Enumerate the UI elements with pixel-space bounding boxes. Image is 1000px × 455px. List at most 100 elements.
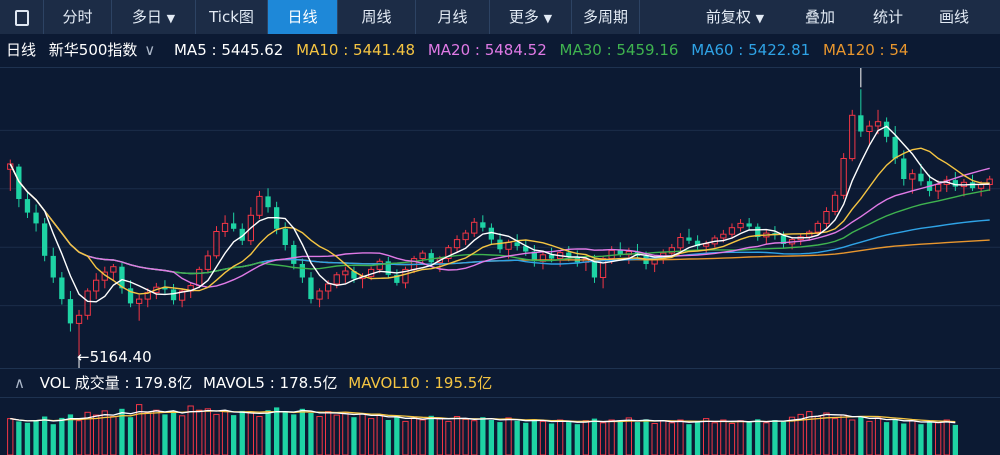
tab-daily[interactable]: 日线 bbox=[268, 0, 338, 34]
sidebar-toggle-button[interactable] bbox=[0, 0, 44, 34]
volume-bar bbox=[634, 422, 641, 455]
ma60-value: MA60 : 5422.81 bbox=[691, 41, 811, 59]
volume-bar bbox=[16, 421, 22, 455]
chevron-up-icon[interactable]: ∧ bbox=[14, 374, 25, 392]
candle bbox=[866, 120, 873, 145]
tab-multi-period[interactable]: 多周期 bbox=[572, 0, 640, 34]
volume-chart[interactable] bbox=[0, 397, 1000, 455]
period-toolbar: 分时 多日 ▼ Tick图 日线 周线 月线 更多 ▼ 多周期 前复权 ▼ 叠加… bbox=[0, 0, 1000, 35]
volume-bar bbox=[737, 420, 744, 455]
candle bbox=[901, 150, 907, 186]
tab-tick[interactable]: Tick图 bbox=[196, 0, 268, 34]
volume-bar bbox=[926, 421, 933, 455]
volume-bar bbox=[204, 408, 211, 455]
ma5-line bbox=[9, 125, 990, 303]
candle bbox=[308, 272, 314, 304]
volume-bar bbox=[59, 417, 65, 455]
volume-bar bbox=[410, 417, 418, 455]
low-annotation: ←5164.40 bbox=[77, 348, 152, 366]
volume-bar bbox=[368, 418, 375, 455]
volume-bar bbox=[239, 410, 245, 455]
volume-bar bbox=[471, 420, 478, 455]
volume-bar bbox=[557, 419, 564, 455]
candle bbox=[33, 204, 39, 232]
candle bbox=[969, 174, 976, 191]
volume-bar bbox=[274, 407, 280, 455]
volume-bar bbox=[772, 420, 778, 455]
volume-bar bbox=[651, 423, 658, 455]
volume-bar bbox=[892, 419, 898, 455]
candle bbox=[93, 273, 100, 300]
candle bbox=[16, 163, 22, 208]
draw-line-button[interactable]: 画线 bbox=[938, 8, 969, 26]
volume-bar bbox=[703, 418, 710, 455]
candle bbox=[136, 294, 143, 321]
volume-bar bbox=[952, 424, 958, 455]
candle bbox=[883, 117, 890, 143]
volume-bar bbox=[755, 419, 761, 455]
chevron-down-icon[interactable]: ∨ bbox=[144, 41, 156, 59]
tab-weekly[interactable]: 周线 bbox=[338, 0, 416, 34]
volume-bar bbox=[943, 419, 950, 455]
ma20-value: MA20 : 5484.52 bbox=[427, 41, 547, 59]
volume-bar bbox=[376, 414, 383, 455]
volume-bar bbox=[840, 414, 847, 455]
volume-bar bbox=[780, 421, 787, 455]
volume-bar bbox=[711, 422, 718, 455]
volume-bar bbox=[50, 424, 56, 455]
candle bbox=[42, 218, 48, 262]
candle bbox=[101, 266, 108, 289]
dropdown-arrow-icon: ▼ bbox=[166, 12, 176, 25]
volume-bar bbox=[453, 416, 461, 455]
candlestick-chart[interactable]: ←5664.45←5164.40 bbox=[0, 68, 1000, 368]
ma5-value: MA5 : 5445.62 bbox=[173, 41, 284, 59]
candle bbox=[772, 226, 778, 240]
volume-bar bbox=[24, 422, 31, 455]
candle bbox=[918, 163, 924, 186]
candle bbox=[316, 288, 323, 308]
candle bbox=[213, 226, 220, 259]
volume-info-bar: ∧ VOL 成交量 : 179.8亿 MAVOL5 : 178.5亿 MAVOL… bbox=[0, 368, 1000, 398]
volume-bar bbox=[831, 418, 839, 455]
statistics-button[interactable]: 统计 bbox=[872, 8, 903, 26]
candle bbox=[909, 169, 916, 194]
tab-monthly[interactable]: 月线 bbox=[416, 0, 490, 34]
candle bbox=[221, 215, 229, 237]
adjust-mode-button[interactable]: 前复权 ▼ bbox=[705, 8, 765, 26]
volume-bar bbox=[694, 421, 701, 455]
volume-bar bbox=[566, 422, 572, 455]
volume-bar bbox=[625, 417, 633, 455]
ma10-line bbox=[9, 147, 990, 295]
volume-bar bbox=[394, 416, 400, 455]
candle bbox=[462, 229, 469, 246]
volume-bar bbox=[883, 422, 890, 455]
candle bbox=[763, 229, 770, 244]
mavol10-value: MAVOL10 : 195.5亿 bbox=[348, 374, 493, 392]
dropdown-arrow-icon: ▼ bbox=[755, 12, 765, 25]
volume-bar bbox=[333, 414, 340, 455]
volume-bar bbox=[136, 404, 143, 455]
volume-bar bbox=[213, 413, 220, 455]
volume-bar bbox=[858, 416, 864, 455]
volume-bar bbox=[75, 420, 83, 455]
volume-bar bbox=[419, 419, 426, 455]
volume-bar bbox=[497, 422, 503, 455]
candle bbox=[239, 223, 245, 246]
volume-bar bbox=[677, 419, 684, 455]
candle bbox=[67, 291, 74, 332]
overlay-button[interactable]: 叠加 bbox=[804, 8, 835, 26]
volume-bar bbox=[359, 413, 366, 455]
tab-more[interactable]: 更多 ▼ bbox=[490, 0, 572, 34]
tab-intraday[interactable]: 分时 bbox=[44, 0, 112, 34]
tab-multi-day[interactable]: 多日 ▼ bbox=[112, 0, 196, 34]
index-name[interactable]: 新华500指数 bbox=[48, 41, 138, 59]
volume-bar bbox=[402, 420, 409, 455]
volume-bar bbox=[221, 411, 229, 455]
candle bbox=[453, 235, 461, 252]
volume-bar bbox=[445, 420, 452, 455]
volume-bar bbox=[523, 422, 529, 455]
candle bbox=[204, 250, 211, 274]
volume-bar bbox=[866, 420, 873, 455]
candle bbox=[686, 228, 692, 244]
volume-bar bbox=[42, 416, 48, 455]
